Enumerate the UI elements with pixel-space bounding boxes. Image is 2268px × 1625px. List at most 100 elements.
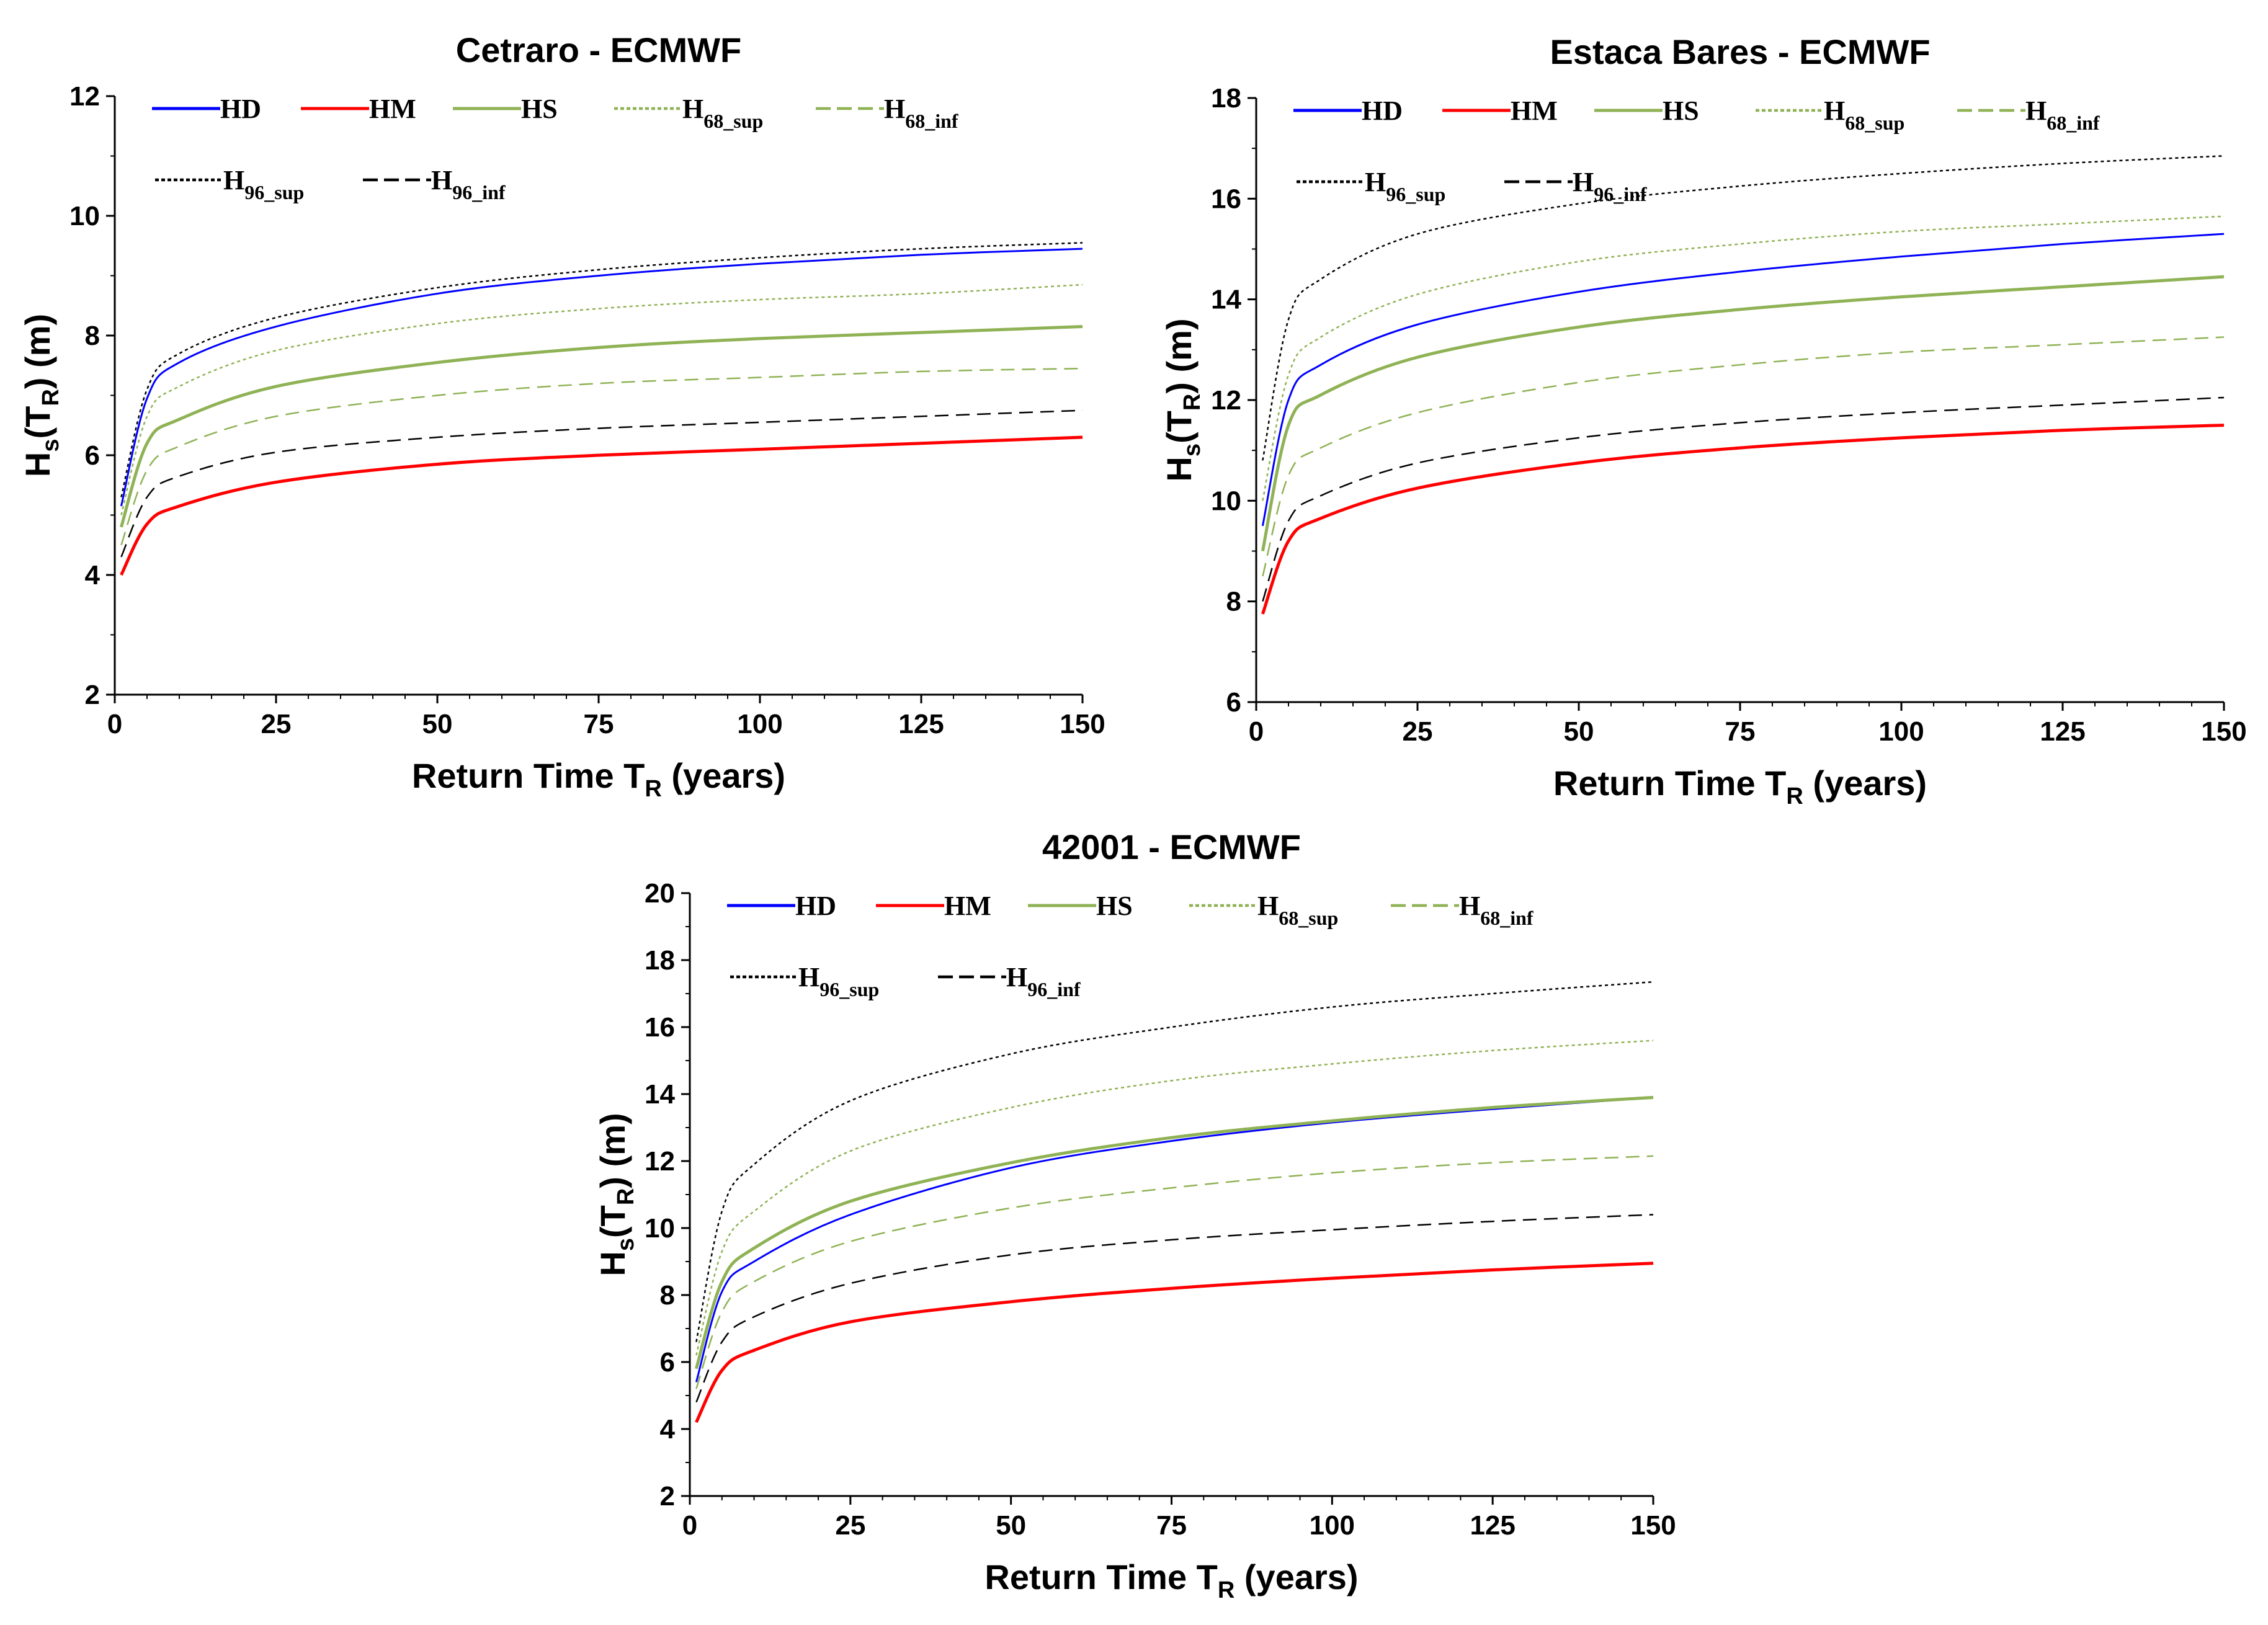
series-line-hm (1261, 424, 2225, 615)
legend-label-part: H (431, 165, 452, 195)
legend-label: H96_sup (1365, 167, 1445, 205)
legend-label: H68_inf (1459, 891, 1534, 929)
series-line-h96-inf (695, 1214, 1654, 1403)
series-line-h68-sup (120, 283, 1083, 515)
y-axis-label-part: R (38, 389, 64, 406)
legend-label: H96_sup (798, 962, 879, 1000)
legend-label-part: 68_sup (1279, 907, 1338, 929)
y-tick-label: 6 (1226, 687, 1241, 718)
x-tick-label: 25 (835, 1510, 865, 1541)
legend-label: H96_sup (223, 165, 304, 203)
x-axis-label-part: R (1786, 783, 1803, 809)
y-axis-label-part: (T (1159, 411, 1199, 443)
series-line-h68-inf (120, 367, 1083, 546)
series-line-h96-inf (1262, 396, 2225, 602)
x-axis-label-part: R (1218, 1577, 1234, 1603)
x-tick-label: 100 (1878, 716, 1924, 747)
y-tick-label: 6 (85, 440, 100, 471)
legend-label-part: H (1006, 962, 1027, 992)
legend-label-part: H (1573, 167, 1594, 197)
x-tick-label: 50 (996, 1510, 1026, 1541)
x-tick-label: 75 (584, 709, 614, 739)
legend-label-part: 96_inf (1027, 978, 1081, 1000)
x-axis-label-part: (years) (1234, 1557, 1358, 1596)
y-tick-label: 10 (69, 201, 100, 231)
y-axis-label-part: ) (m) (1159, 318, 1199, 393)
legend-label-part: 96_inf (452, 181, 506, 203)
x-axis-label: Return Time TR (years) (984, 1557, 1358, 1603)
legend-label: H68_inf (884, 94, 958, 132)
y-tick-label: 8 (85, 321, 100, 351)
legend-label-part: 68_inf (1480, 907, 1534, 929)
x-axis-label: Return Time TR (years) (412, 756, 785, 802)
legend-label: H68_inf (2025, 96, 2100, 134)
x-axis-label-part: (years) (1803, 764, 1927, 803)
legend-label-part: 96_sup (1386, 183, 1445, 205)
series-line-h68-inf (1262, 336, 2225, 577)
y-tick-label: 20 (645, 878, 675, 909)
x-axis-label-part: R (645, 776, 661, 802)
legend-label-part: H (223, 165, 244, 195)
y-tick-label: 12 (645, 1146, 675, 1177)
legend-label-part: H (798, 962, 819, 992)
x-tick-label: 50 (422, 709, 453, 739)
legend-label-part: H (884, 94, 905, 124)
series-line-hm (695, 1262, 1654, 1423)
legend-label-part: H (1257, 891, 1279, 921)
legend-label: HS (1096, 891, 1133, 921)
legend-label: H96_inf (1006, 962, 1081, 1000)
y-axis-label-group: Hs(TR) (m) (18, 314, 64, 477)
y-tick-label: 16 (645, 1012, 675, 1043)
legend-label: HD (795, 891, 836, 921)
y-tick-label: 2 (660, 1481, 675, 1511)
x-tick-label: 150 (1060, 709, 1105, 739)
legend-label-part: H (1365, 167, 1386, 197)
x-tick-label: 125 (898, 709, 944, 739)
series-line-h68-inf (695, 1155, 1654, 1389)
y-axis-label-part: ) (m) (18, 314, 57, 389)
series-line-hs (1261, 275, 2225, 552)
y-axis-label-part: H (593, 1251, 632, 1276)
series-line-h96-inf (120, 409, 1083, 558)
x-tick-label: 25 (1403, 716, 1433, 747)
y-axis-label-group: Hs(TR) (m) (1159, 318, 1205, 481)
legend-label: HS (521, 94, 558, 124)
y-tick-label: 4 (660, 1414, 676, 1445)
legend-label: HM (944, 891, 991, 921)
y-axis-label-part: R (613, 1188, 639, 1205)
y-axis-label-part: R (1179, 394, 1205, 411)
legend-label: HD (220, 94, 261, 124)
chart-title: Cetraro - ECMWF (456, 30, 741, 69)
x-tick-label: 0 (1249, 716, 1264, 747)
legend-label-part: H (1824, 96, 1845, 126)
y-tick-label: 4 (85, 560, 100, 590)
legend-label: H96_inf (431, 165, 506, 203)
x-tick-label: 75 (1725, 716, 1756, 747)
chart-title: Estaca Bares - ECMWF (1550, 32, 1930, 71)
y-axis-label-part: s (613, 1238, 639, 1251)
y-axis-label-part: (T (593, 1205, 632, 1238)
legend-label-part: 68_sup (1845, 112, 1904, 134)
y-axis-label-part: s (38, 439, 64, 452)
legend-label-part: 68_inf (2047, 112, 2100, 134)
series-line-h68-sup (1262, 215, 2225, 501)
series-line-h96-sup (695, 981, 1654, 1342)
y-tick-label: 2 (85, 680, 100, 710)
x-tick-label: 150 (2201, 716, 2246, 747)
y-tick-label: 6 (660, 1347, 675, 1378)
legend-label-part: 96_sup (244, 181, 304, 203)
legend-label-part: H (682, 94, 703, 124)
y-axis-label-part: H (18, 452, 57, 477)
legend-label: H68_sup (1257, 891, 1338, 929)
y-axis-label: Hs(TR) (m) (1159, 318, 1205, 481)
x-tick-label: 100 (737, 709, 782, 739)
y-tick-label: 12 (1211, 385, 1241, 416)
x-axis-label-part: Return Time T (412, 756, 645, 795)
y-axis-label: Hs(TR) (m) (593, 1113, 639, 1276)
series-line-h68-sup (695, 1040, 1654, 1356)
x-tick-label: 125 (2040, 716, 2085, 747)
legend-label-part: 68_inf (905, 110, 958, 132)
y-axis-label-part: s (1179, 443, 1205, 456)
legend-label: H96_inf (1573, 167, 1647, 205)
x-axis-label-part: Return Time T (1553, 764, 1786, 803)
